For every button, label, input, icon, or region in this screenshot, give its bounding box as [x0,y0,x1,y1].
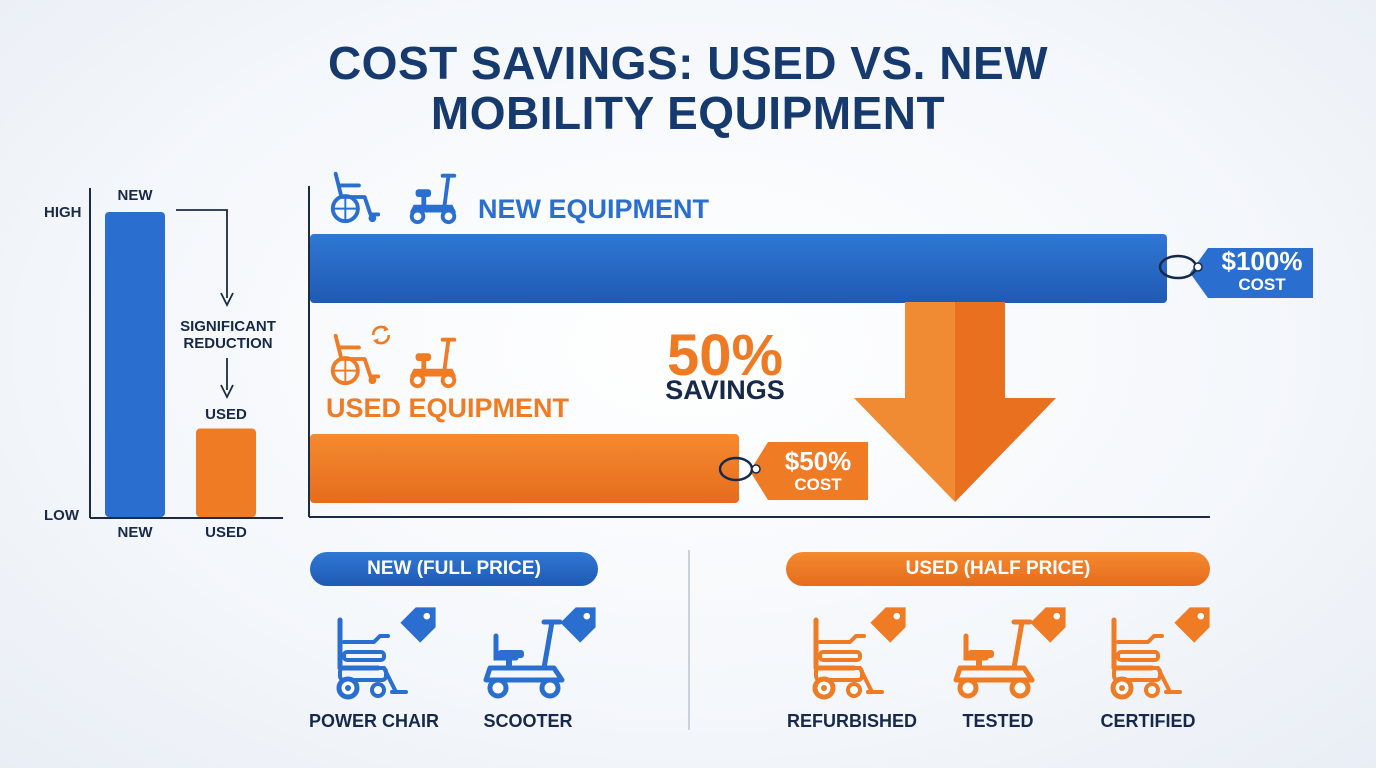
x-tick-used: USED [205,524,247,541]
legend-item-power-chair: POWER CHAIR [309,711,439,731]
price-tag-icon [1170,603,1214,647]
used-cost-label: COST [794,475,842,494]
wheelchair-icon [326,168,384,226]
new-full-price-pill: NEW (FULL PRICE) [310,552,598,586]
y-tick-high: HIGH [44,204,82,221]
price-tag-icon [396,603,440,647]
legend-item-tested: TESTED [962,711,1034,731]
recycle-icon [368,322,394,348]
x-tick-new: NEW [117,524,153,541]
savings-arrow [854,302,1056,502]
title-line-2: MOBILITY EQUIPMENT [430,87,946,139]
used-half-price-pill: USED (HALF PRICE) [786,552,1210,586]
savings-label: SAVINGS [665,375,785,405]
hbar-used [310,434,739,503]
price-tag-icon [866,603,910,647]
savings-percent: 50% [666,323,784,388]
price-tag-icon [1026,603,1070,647]
price-tag-icon [556,603,600,647]
used-equipment-label: USED EQUIPMENT [326,393,570,423]
bar-top-label-used: USED [205,406,247,423]
legend-item-certified: CERTIFIED [1100,711,1196,731]
new-cost-label: COST [1238,275,1286,294]
page-title: COST SAVINGS: USED VS. NEW MOBILITY EQUI… [0,38,1376,138]
horizontal-axes [308,186,1210,518]
bar-top-label-new: NEW [117,187,153,204]
vertical-chart-svg [89,188,283,519]
reduction-annotation: SIGNIFICANT REDUCTION [168,318,288,352]
legend-item-refurbished: REFURBISHED [786,711,917,731]
annotation-line-1: SIGNIFICANT [180,318,276,335]
title-line-1: COST SAVINGS: USED VS. NEW [327,37,1049,89]
new-equipment-label: NEW EQUIPMENT [478,194,710,224]
bar-new [105,212,165,517]
y-tick-low: LOW [44,507,79,524]
scooter-icon [402,168,464,226]
used-cost-value: $50% [784,446,852,476]
legend-item-scooter: SCOOTER [483,711,573,731]
hbar-new [310,234,1167,303]
new-cost-value: $100% [1221,246,1303,276]
annotation-line-2: REDUCTION [183,335,273,352]
reduction-arrow-top [176,209,228,298]
used-scooter-icon [402,332,464,390]
legend-divider [688,550,690,730]
bar-used [196,428,256,517]
